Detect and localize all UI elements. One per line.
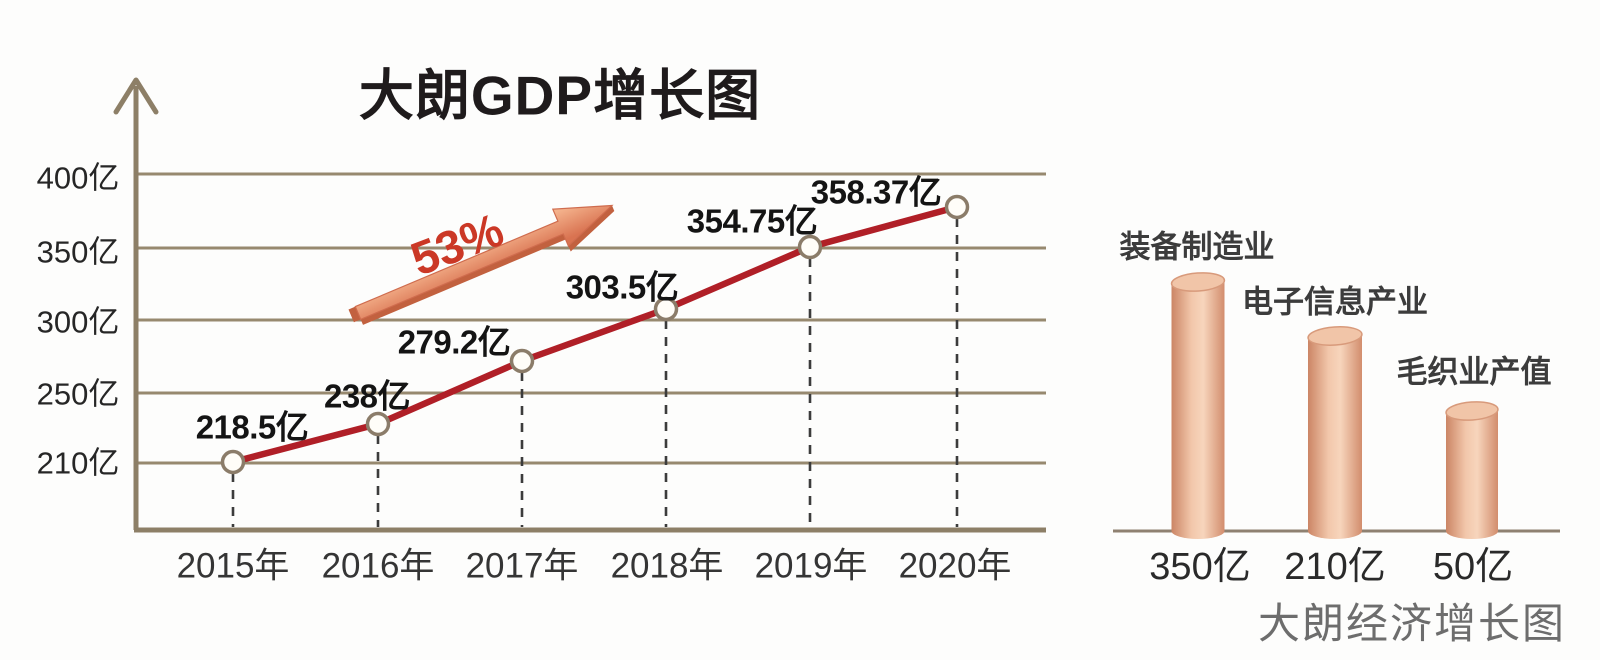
bar-chart-caption: 大朗经济增长图 (1257, 600, 1567, 647)
bar-label-equipment-manufacturing: 装备制造业 (1119, 229, 1275, 265)
x-axis-label-2017: 2017年 (465, 546, 579, 586)
y-axis-label-250: 250亿 (36, 376, 120, 412)
x-axis-label-2016: 2016年 (321, 546, 435, 586)
point-label-2016: 238亿 (323, 377, 411, 415)
point-label-2020: 358.37亿 (810, 173, 942, 211)
point-label-2017: 279.2亿 (397, 323, 511, 361)
y-axis-label-400: 400亿 (36, 160, 120, 196)
bar-label-wool-knitting: 毛织业产值 (1396, 354, 1552, 390)
bar-value-electronic-information: 210亿 (1284, 546, 1386, 588)
point-label-2015: 218.5亿 (195, 408, 309, 446)
x-axis-label-2020: 2020年 (898, 546, 1012, 586)
x-axis-label-2018: 2018年 (610, 546, 724, 586)
x-axis-label-2015: 2015年 (176, 546, 290, 586)
point-label-2018: 303.5亿 (565, 268, 679, 306)
bar-label-electronic-information: 电子信息产业 (1242, 284, 1428, 320)
point-label-2019: 354.75亿 (686, 202, 818, 240)
chart-title: 大朗GDP增长图 (358, 64, 762, 127)
y-axis-label-300: 300亿 (36, 304, 120, 340)
y-axis-label-350: 350亿 (36, 234, 120, 270)
bar-value-equipment-manufacturing: 350亿 (1149, 546, 1251, 588)
bar-value-wool-knitting: 50亿 (1432, 546, 1514, 588)
x-axis-label-2019: 2019年 (754, 546, 868, 586)
y-axis-label-210: 210亿 (36, 445, 120, 481)
